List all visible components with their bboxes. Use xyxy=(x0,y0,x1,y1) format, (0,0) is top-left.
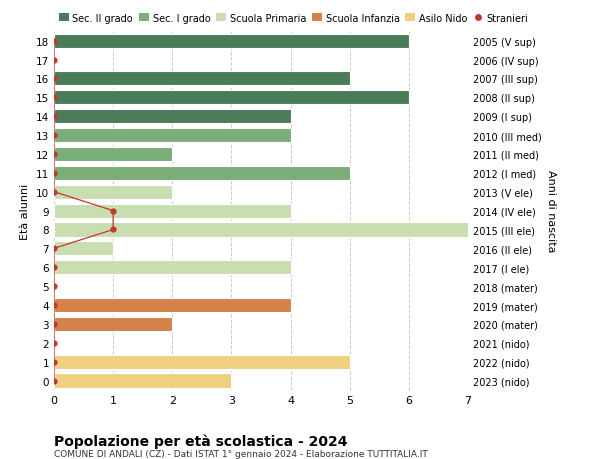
Y-axis label: Anni di nascita: Anni di nascita xyxy=(545,170,556,252)
Bar xyxy=(54,185,172,199)
Bar xyxy=(54,242,113,256)
Y-axis label: Età alunni: Età alunni xyxy=(20,183,31,239)
Text: COMUNE DI ANDALI (CZ) - Dati ISTAT 1° gennaio 2024 - Elaborazione TUTTITALIA.IT: COMUNE DI ANDALI (CZ) - Dati ISTAT 1° ge… xyxy=(54,449,428,458)
Text: Popolazione per età scolastica - 2024: Popolazione per età scolastica - 2024 xyxy=(54,434,347,448)
Bar xyxy=(54,223,468,237)
Bar xyxy=(54,110,290,124)
Bar xyxy=(54,147,172,162)
Bar xyxy=(54,129,290,143)
Legend: Sec. II grado, Sec. I grado, Scuola Primaria, Scuola Infanzia, Asilo Nido, Stran: Sec. II grado, Sec. I grado, Scuola Prim… xyxy=(59,14,529,24)
Bar xyxy=(54,204,290,218)
Bar xyxy=(54,355,350,369)
Bar xyxy=(54,374,232,388)
Bar xyxy=(54,166,350,180)
Bar xyxy=(54,298,290,313)
Bar xyxy=(54,72,350,86)
Bar xyxy=(54,91,409,105)
Bar xyxy=(54,317,172,331)
Bar xyxy=(54,34,409,49)
Bar xyxy=(54,261,290,275)
